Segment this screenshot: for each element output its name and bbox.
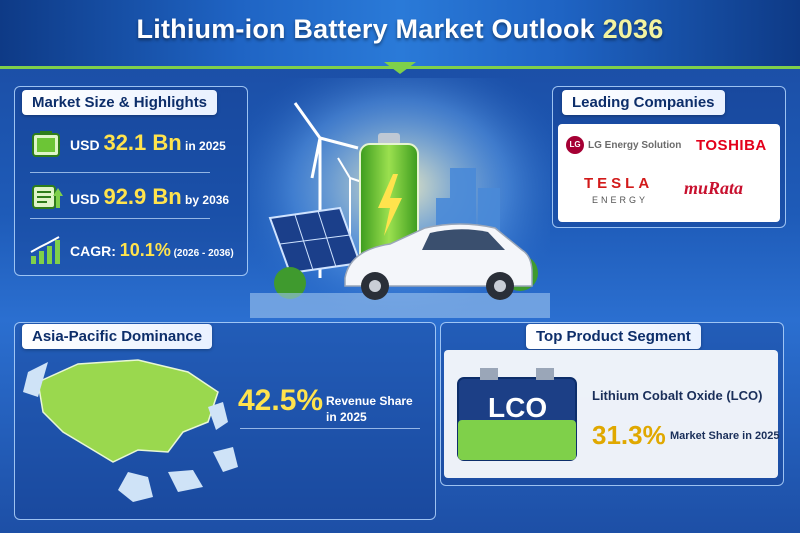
lco-battery-icon [457,368,577,461]
lg-logo: LG LG Energy Solution [566,136,681,154]
murata-logo: muRata [684,178,744,198]
header-arrow-icon [384,62,416,74]
bar-chart-icon [30,236,60,264]
market-size-panel [14,86,248,276]
hero-illustration [250,78,550,318]
product-segment-heading: Top Product Segment [526,324,701,349]
page-title: Lithium-ion Battery Market Outlook 2036 [136,14,664,44]
segment-name: Lithium Cobalt Oxide (LCO) [592,388,763,403]
battery-icon [359,133,419,265]
toshiba-logo: TOSHIBA [696,137,767,154]
divider [240,428,420,429]
logo-grid [558,124,780,222]
tesla-logo: TESLA [584,175,654,192]
tesla-energy-label: ENERGY [592,195,649,205]
segment-share-label: Market Share in 2025 [670,430,780,442]
segment-share-value: 31.3% [592,420,666,450]
car-icon [344,223,533,300]
battery-growth-icon [32,185,63,209]
market-size-2025: USD 32.1 Bn in 2025 [70,130,226,155]
lg-mark-icon: LG [566,136,584,154]
divider [30,218,210,219]
asia-share-label-1: Revenue Share [326,394,413,408]
lco-battery-label: LCO [488,392,548,423]
market-size-2036: USD 92.9 Bn by 2036 [70,184,230,209]
asia-share-label-2: in 2025 [326,410,367,424]
asia-share-value: 42.5% [238,384,324,417]
asia-pacific-heading: Asia-Pacific Dominance [22,324,213,349]
divider [30,172,210,173]
market-size-heading: Market Size & Highlights [22,90,218,115]
cagr: CAGR: 10.1% (2026 - 2036) [70,240,234,260]
leading-companies-heading: Leading Companies [562,90,725,115]
map-icon [23,359,238,502]
battery-icon [32,131,60,157]
